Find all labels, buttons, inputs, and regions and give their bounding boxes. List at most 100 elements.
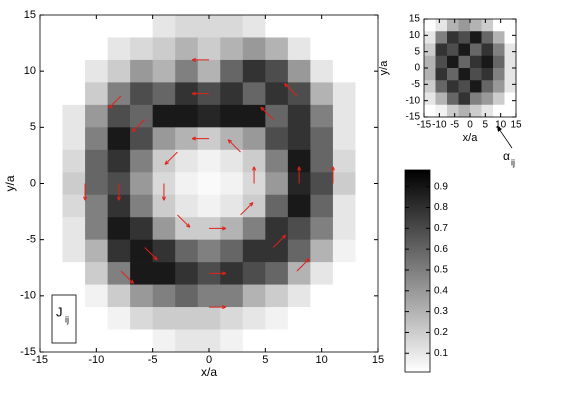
heat-cell (470, 43, 482, 57)
heat-cell (62, 127, 86, 151)
arrow-head (108, 104, 113, 109)
heat-cell (504, 80, 517, 93)
heat-cell (332, 194, 356, 218)
y-axis-label: y/a (3, 175, 17, 191)
heat-cell (447, 104, 459, 118)
heat-cell (287, 307, 311, 330)
heat-cell (197, 284, 221, 308)
heat-cell (152, 37, 176, 61)
heat-cell (355, 284, 379, 308)
heat-cell (130, 37, 153, 61)
heat-cell (447, 19, 459, 32)
heat-cell (458, 68, 471, 81)
heat-cell (458, 80, 471, 93)
heat-cell (40, 172, 63, 196)
heat-cell (175, 37, 199, 61)
heat-cell (493, 55, 505, 69)
heat-cell (220, 329, 244, 353)
x-tick-label: -15 (32, 354, 48, 366)
heat-cell (40, 15, 63, 38)
colorbar (404, 169, 431, 373)
heat-cell (424, 31, 436, 44)
heat-cell (265, 149, 289, 173)
heat-cell (197, 15, 221, 38)
heat-cell (435, 19, 448, 32)
heat-cell (504, 19, 517, 32)
x-tick-label: 0 (206, 354, 212, 366)
heat-cell (310, 284, 334, 308)
heat-cell (220, 37, 244, 61)
y-tick-label: -10 (20, 290, 36, 302)
heat-cell (152, 262, 176, 285)
heat-cell (287, 59, 311, 83)
heat-cell (355, 149, 379, 173)
label-J-sub: ij (65, 314, 69, 324)
heat-cell (355, 172, 379, 196)
arrow-head (131, 127, 137, 133)
heat-cell (62, 37, 86, 61)
heat-cell (242, 149, 266, 173)
heat-cell (242, 127, 266, 151)
heat-cell (504, 68, 517, 81)
heat-cell (130, 194, 153, 218)
heat-cell (481, 31, 494, 44)
colorbar-tick-label: 0.7 (434, 223, 448, 234)
arrow-head (164, 160, 169, 165)
heat-cell (130, 104, 153, 128)
heat-cell (85, 262, 108, 285)
heat-cell (197, 59, 221, 83)
heat-cell (85, 127, 108, 151)
x-tick-label: 15 (510, 120, 522, 131)
heat-cell (355, 104, 379, 128)
heat-cell (481, 80, 494, 93)
arrow-head (249, 202, 254, 207)
heat-cell (175, 104, 199, 128)
heat-cell (40, 59, 63, 83)
heat-cell (470, 68, 482, 81)
heat-cell (493, 80, 505, 93)
heat-cell (85, 307, 108, 330)
heat-cell (355, 82, 379, 106)
heat-cell (220, 239, 244, 263)
heat-cell (107, 15, 131, 38)
y-tick-label: 15 (409, 14, 421, 25)
heat-cell (287, 172, 311, 196)
heat-cell (355, 329, 379, 353)
heat-cell (62, 217, 86, 240)
heat-cell (197, 172, 221, 196)
heat-cell (85, 37, 108, 61)
heat-cell (447, 68, 459, 81)
heat-cell (220, 149, 244, 173)
label-box (51, 294, 77, 344)
heat-cell (62, 149, 86, 173)
colorbar-tick-label: 0.1 (434, 348, 448, 359)
heat-cell (107, 194, 131, 218)
heat-cell (197, 239, 221, 263)
heat-cell (481, 92, 494, 106)
heat-cell (332, 217, 356, 240)
heat-cell (197, 37, 221, 61)
heat-cell (355, 239, 379, 263)
heat-cell (424, 43, 436, 57)
heat-cell (242, 59, 266, 83)
heat-cell (62, 15, 86, 38)
pointer-head (497, 126, 502, 132)
heat-cell (287, 82, 311, 106)
heat-cell (220, 82, 244, 106)
heat-cell (458, 19, 471, 32)
heat-cell (62, 172, 86, 196)
heat-cell (107, 307, 131, 330)
heat-cell (332, 262, 356, 285)
heat-cell (332, 284, 356, 308)
current-arrow (108, 95, 122, 109)
heat-cell (504, 43, 517, 57)
heat-cell (40, 217, 63, 240)
heat-cell (130, 15, 153, 38)
heat-cell (265, 307, 289, 330)
heat-cell (287, 262, 311, 285)
x-tick-label: -5 (148, 354, 158, 366)
x-tick-label: 10 (495, 120, 507, 131)
current-arrow (120, 270, 134, 284)
heat-cell (152, 329, 176, 353)
heat-cell (458, 104, 471, 118)
